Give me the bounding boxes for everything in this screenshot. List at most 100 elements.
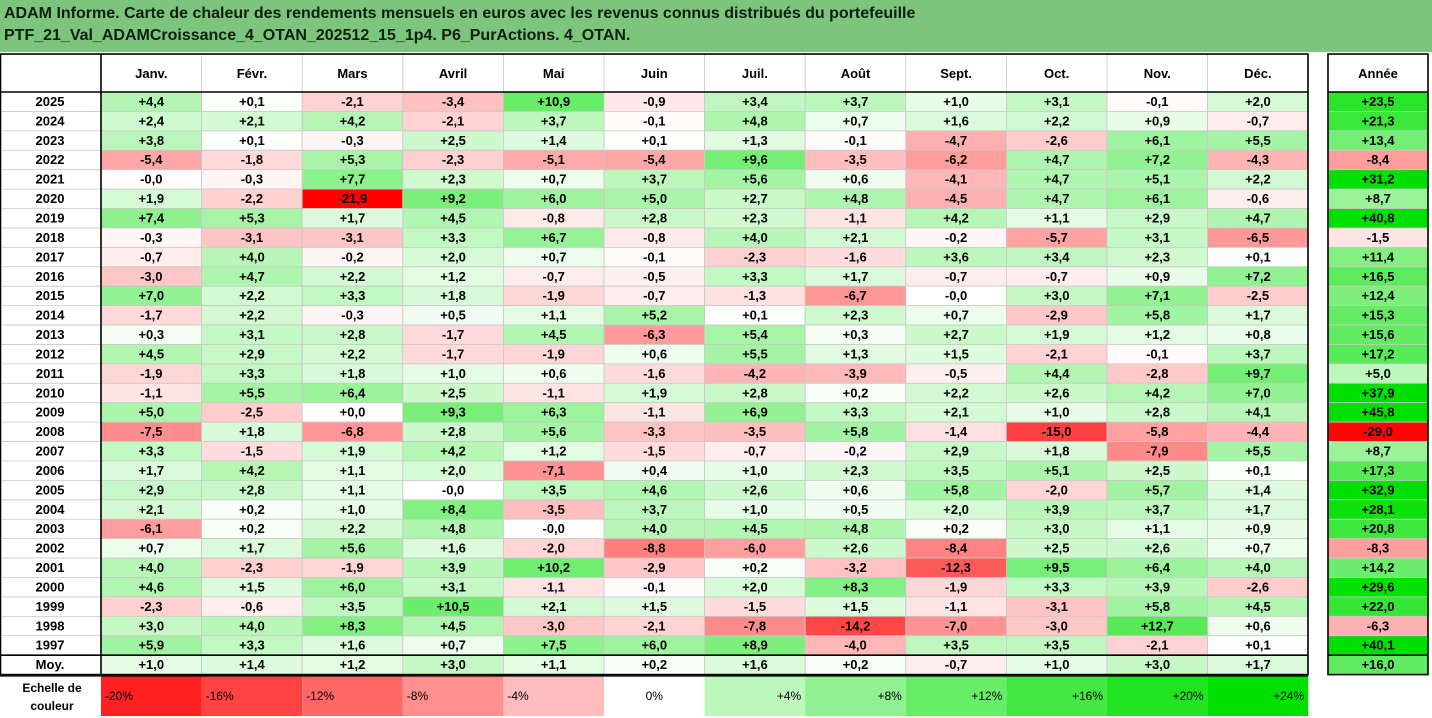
cell-value: -0,7 — [945, 657, 967, 672]
cell-value: +3,0 — [1144, 657, 1170, 672]
cell-value: +1,7 — [1245, 308, 1271, 323]
cell-value: +5,6 — [742, 172, 768, 187]
cell-value: +6,7 — [541, 230, 567, 245]
cell-value: +1,1 — [340, 482, 366, 497]
scale-stop-label: +12% — [971, 689, 1002, 703]
cell-value: +6,0 — [641, 638, 667, 653]
cell-value: -1,3 — [744, 288, 766, 303]
column-header: Avril — [439, 66, 467, 81]
cell-value: -1,1 — [945, 599, 967, 614]
cell-value: +4,5 — [541, 327, 567, 342]
cell-value: +1,5 — [843, 599, 869, 614]
cell-value: -0,7 — [744, 444, 766, 459]
scale-stop-label: -8% — [407, 689, 429, 703]
cell-value: +1,6 — [742, 657, 768, 672]
cell-value: +7,0 — [138, 288, 164, 303]
cell-value: -6,5 — [1247, 230, 1269, 245]
cell-value: -3,9 — [844, 366, 866, 381]
cell-value: +0,1 — [1245, 249, 1271, 264]
cell-value: +0,7 — [541, 249, 567, 264]
cell-value: -2,3 — [442, 152, 464, 167]
row-2023-label: 2023 — [36, 133, 65, 148]
cell-value: +3,1 — [440, 579, 466, 594]
column-header: Janv. — [135, 66, 167, 81]
cell-value: +3,9 — [440, 560, 466, 575]
year-column-header: Année — [1358, 66, 1398, 81]
cell-value: +6,0 — [340, 579, 366, 594]
scale-swatch — [201, 676, 303, 716]
cell-value: -6,0 — [744, 541, 766, 556]
cell-value: +4,1 — [1245, 405, 1271, 420]
cell-value: -8,8 — [643, 541, 665, 556]
cell-value: +1,9 — [340, 444, 366, 459]
cell-value: +2,1 — [239, 113, 265, 128]
row-2022-label: 2022 — [36, 152, 65, 167]
cell-value: -6,7 — [844, 288, 866, 303]
cell-value: +2,3 — [742, 211, 768, 226]
cell-value: +0,9 — [1245, 521, 1271, 536]
cell-value: +0,1 — [239, 133, 265, 148]
cell-value: -6,1 — [140, 521, 162, 536]
cell-value: -7,5 — [140, 424, 162, 439]
cell-value: +4,6 — [641, 482, 667, 497]
year-total-value: +8,7 — [1365, 191, 1391, 206]
cell-value: +1,4 — [1245, 482, 1271, 497]
cell-value: +2,2 — [340, 521, 366, 536]
scale-stop-label: +8% — [877, 689, 902, 703]
year-total-value: +15,6 — [1362, 327, 1395, 342]
cell-value: +1,1 — [340, 463, 366, 478]
cell-value: +4,2 — [1144, 385, 1170, 400]
cell-value: -0,7 — [1045, 269, 1067, 284]
cell-value: +1,5 — [239, 579, 265, 594]
cell-value: -5,4 — [140, 152, 163, 167]
cell-value: +0,8 — [1245, 327, 1271, 342]
cell-value: -3,1 — [1045, 599, 1067, 614]
row-2020-label: 2020 — [36, 191, 65, 206]
row-2005-label: 2005 — [36, 482, 65, 497]
scale-swatch — [905, 676, 1007, 716]
cell-value: +10,5 — [437, 599, 470, 614]
year-total-value: +20,8 — [1362, 521, 1395, 536]
cell-value: +1,7 — [1245, 502, 1271, 517]
cell-value: +4,5 — [440, 211, 466, 226]
year-total-value: +21,3 — [1362, 113, 1395, 128]
year-total-value: +29,6 — [1362, 579, 1395, 594]
scale-label-line-2: couleur — [30, 699, 74, 713]
cell-value: +0,2 — [239, 521, 265, 536]
cell-value: +4,0 — [1245, 560, 1271, 575]
cell-value: -0,8 — [643, 230, 665, 245]
scale-swatch — [302, 676, 403, 716]
cell-value: +5,7 — [1144, 482, 1170, 497]
row-2010-label: 2010 — [36, 385, 65, 400]
cell-value: +5,8 — [943, 482, 969, 497]
cell-value: +4,4 — [138, 94, 164, 109]
cell-value: +0,6 — [641, 346, 667, 361]
cell-value: +8,4 — [440, 502, 466, 517]
cell-value: +3,0 — [138, 618, 164, 633]
cell-value: -0,6 — [1247, 191, 1269, 206]
cell-value: -0,2 — [844, 444, 866, 459]
row-2003-label: 2003 — [36, 521, 65, 536]
cell-value: -0,1 — [643, 579, 665, 594]
cell-value: +2,9 — [943, 444, 969, 459]
cell-value: +3,1 — [239, 327, 265, 342]
cell-value: +0,9 — [1144, 113, 1170, 128]
cell-value: +10,9 — [537, 94, 570, 109]
cell-value: +1,2 — [1144, 327, 1170, 342]
cell-value: -15,0 — [1042, 424, 1072, 439]
year-total-value: +8,7 — [1365, 444, 1391, 459]
cell-value: +1,2 — [440, 269, 466, 284]
cell-value: +4,7 — [1044, 191, 1070, 206]
cell-value: +2,1 — [541, 599, 567, 614]
row-2000-label: 2000 — [36, 579, 65, 594]
cell-value: +5,0 — [138, 405, 164, 420]
cell-value: +1,5 — [943, 346, 969, 361]
row-1997-label: 1997 — [36, 638, 65, 653]
cell-value: +0,2 — [843, 385, 869, 400]
cell-value: +2,2 — [239, 288, 265, 303]
cell-value: +4,8 — [843, 191, 869, 206]
row-2025-label: 2025 — [36, 94, 65, 109]
cell-value: +5,3 — [340, 152, 366, 167]
cell-value: +6,0 — [541, 191, 567, 206]
cell-value: -2,1 — [1045, 346, 1067, 361]
